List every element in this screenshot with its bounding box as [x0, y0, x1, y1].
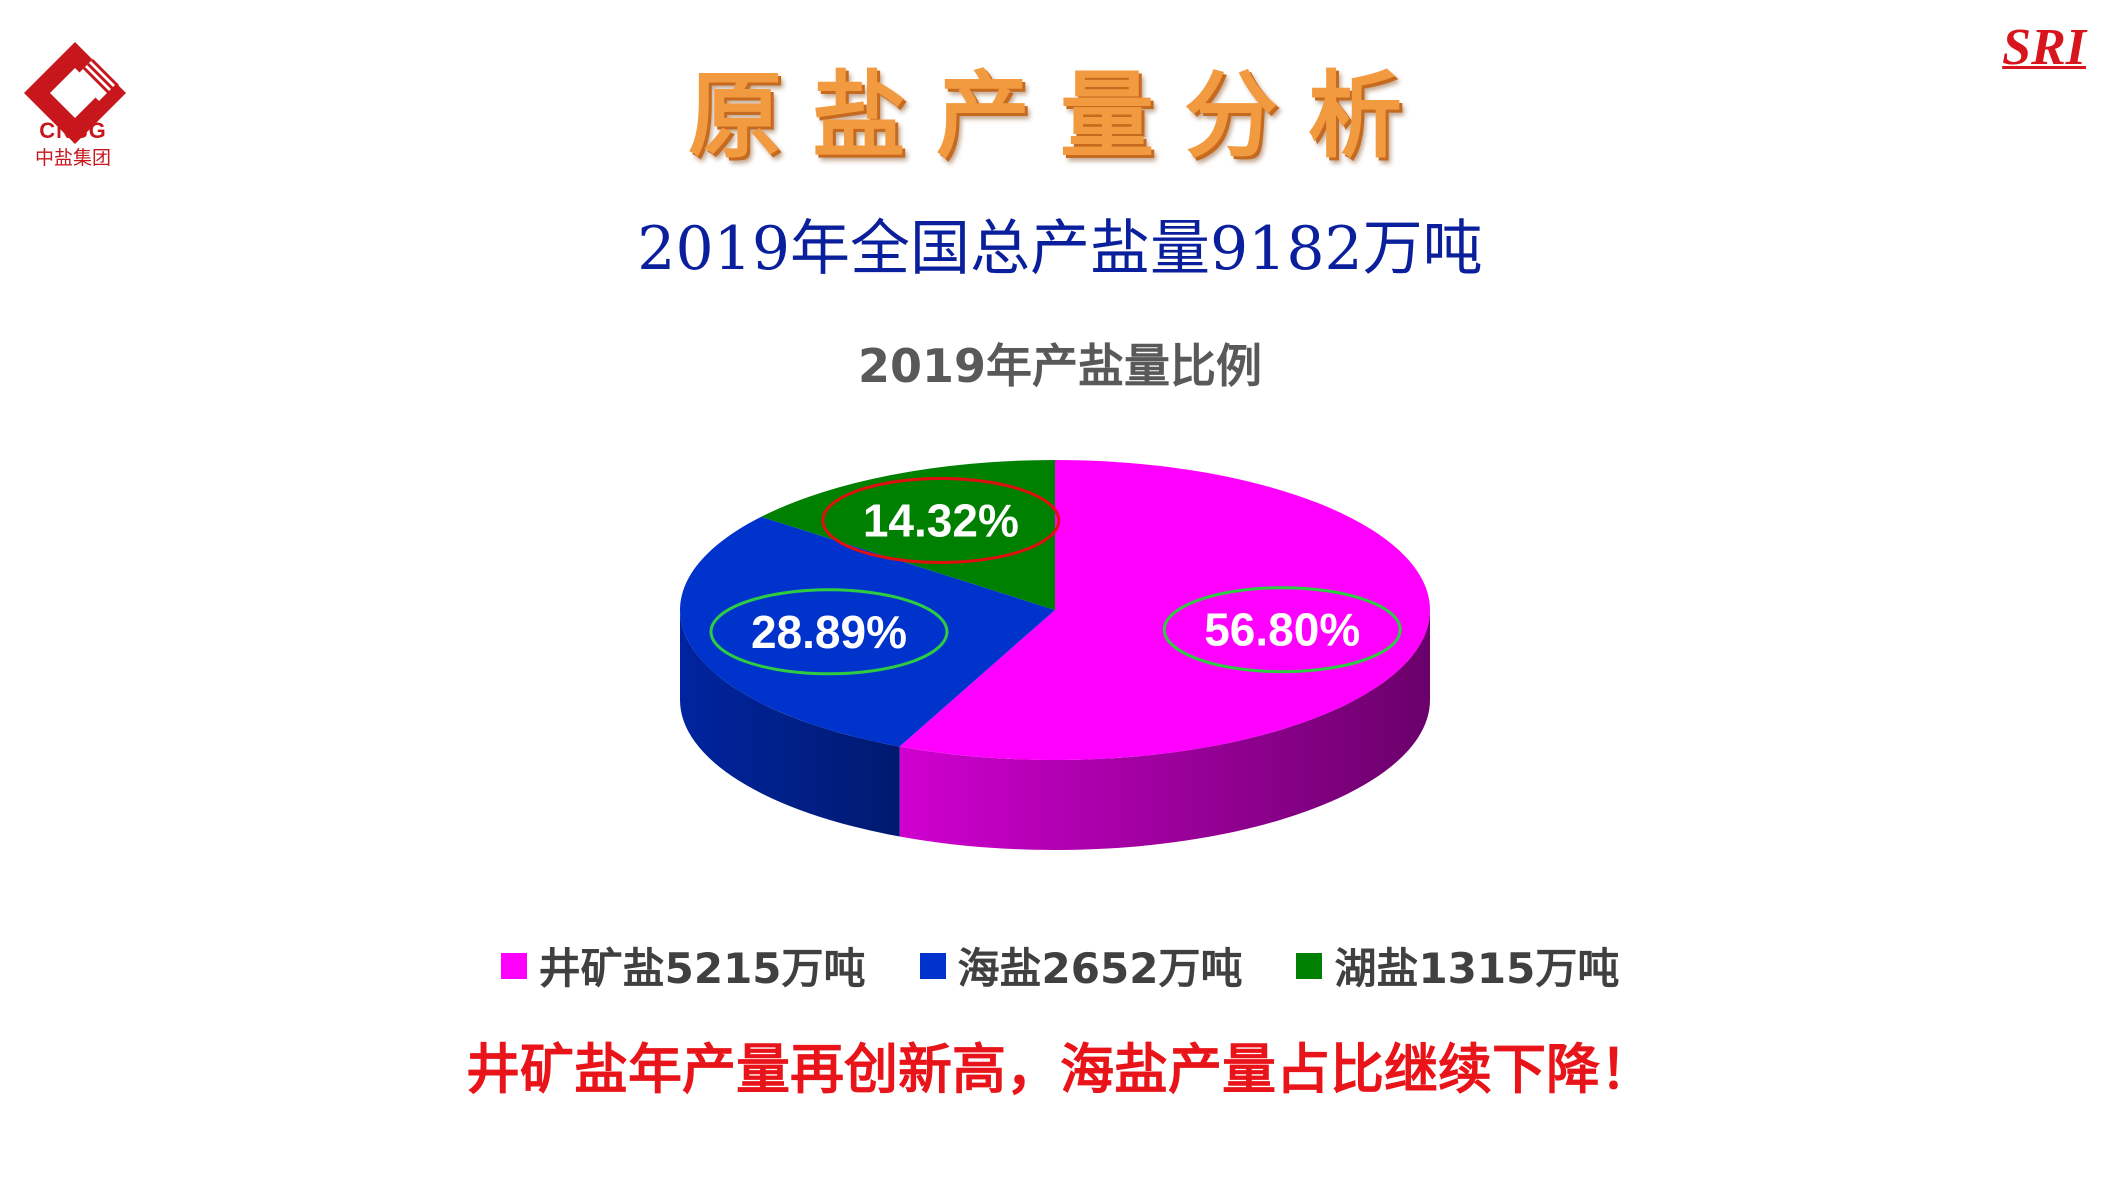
legend-label: 湖盐1315万吨	[1334, 944, 1620, 993]
highlight-ring-well-salt	[1162, 586, 1402, 674]
page-title: 原盐产量分析	[687, 62, 1432, 171]
legend-label: 井矿盐5215万吨	[538, 944, 866, 993]
logo-abbr: CNSG	[39, 118, 107, 143]
pie-label-sea-salt: 28.89%	[751, 606, 907, 658]
legend-item-well-salt: 井矿盐5215万吨	[500, 935, 866, 996]
pie-label-lake-salt: 14.32%	[863, 494, 1019, 546]
legend-item-sea-salt: 海盐2652万吨	[919, 935, 1243, 996]
legend-swatch	[919, 952, 946, 979]
highlight-ring-sea-salt	[709, 588, 949, 676]
pie-slice-well-salt	[899, 460, 1430, 760]
pie-slice-sea-salt	[679, 516, 1055, 747]
legend-swatch	[500, 952, 527, 979]
cnsg-logo-icon	[24, 42, 126, 144]
pie-sides	[680, 610, 1430, 850]
pie-labels: 56.80% 28.89% 14.32%	[709, 476, 1402, 676]
highlight-ring-lake-salt	[821, 476, 1061, 564]
pie-label-well-salt: 56.80%	[1204, 604, 1360, 656]
pie-slice-lake-salt	[761, 460, 1055, 610]
logo-name: 中盐集团	[34, 147, 111, 169]
pie-side-sea-salt	[680, 610, 900, 837]
sri-badge: SRI	[2002, 19, 2086, 76]
pie-tops	[679, 460, 1430, 760]
legend-swatch	[1296, 952, 1323, 979]
legend-label: 海盐2652万吨	[957, 944, 1243, 993]
headline: 2019年全国总产盐量9182万吨	[637, 214, 1483, 284]
pie-chart: 56.80% 28.89% 14.32%	[679, 460, 1430, 850]
footnote: 井矿盐年产量再创新高，海盐产量占比继续下降！	[466, 1038, 1654, 1101]
chart-title: 2019年产盐量比例	[857, 339, 1263, 393]
legend: 井矿盐5215万吨 海盐2652万吨 湖盐1315万吨	[0, 935, 2120, 996]
pie-side-well-salt	[899, 610, 1430, 850]
legend-item-lake-salt: 湖盐1315万吨	[1296, 935, 1619, 996]
